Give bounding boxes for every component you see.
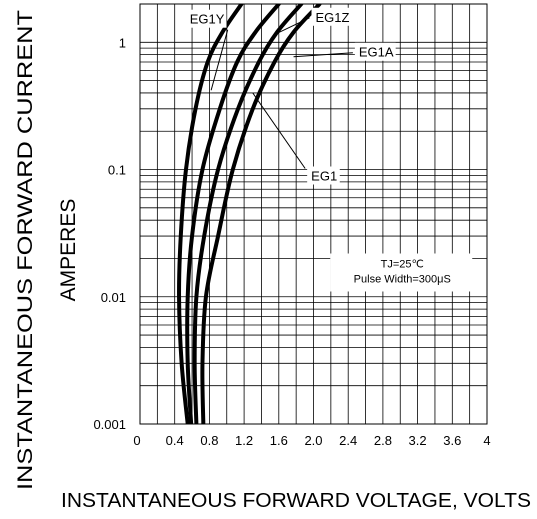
leader-line-eg1 <box>252 92 306 169</box>
x-tick-label: 3.6 <box>443 433 461 448</box>
leader-line-eg1a <box>293 52 353 58</box>
x-tick-label: 2.0 <box>304 433 322 448</box>
y-axis-title-line2: AMPERES <box>57 199 80 302</box>
series-label-eg1z: EG1Z <box>316 10 350 25</box>
y-tick-label: 0.001 <box>93 417 126 432</box>
pulse-width-condition-label: Pulse Width=300μS <box>354 274 451 286</box>
series-label-eg1a: EG1A <box>359 45 394 60</box>
series-label-background <box>354 42 396 61</box>
axis-tick-labels: 0 0.4 0.8 1.2 1.6 2.0 2.4 2.8 3.2 3.6 4 1 0.1 0.01 0.0… <box>93 35 490 448</box>
x-tick-label: 4 <box>483 433 490 448</box>
annotation-box: TJ=25℃ Pulse Width=300μS <box>330 253 473 292</box>
annotation-background <box>330 253 473 292</box>
x-tick-label: 2.8 <box>374 433 392 448</box>
leader-line-eg1z <box>274 17 310 36</box>
x-tick-label: 0.8 <box>200 433 218 448</box>
x-tick-label: 1.6 <box>270 433 288 448</box>
series-label-background <box>311 7 353 26</box>
temperature-condition-label: TJ=25℃ <box>381 259 424 271</box>
y-tick-label: 0.01 <box>101 290 126 305</box>
x-tick-label: 1.2 <box>235 433 253 448</box>
series-line-eg1y <box>177 4 244 424</box>
x-tick-label: 0.4 <box>166 433 184 448</box>
grid-lines <box>139 3 488 425</box>
series-label-eg1y: EG1Y <box>190 12 225 27</box>
series-label-eg1: EG1 <box>311 168 337 183</box>
y-tick-label: 1 <box>119 35 126 50</box>
series-line-eg1z <box>192 4 304 424</box>
y-tick-label: 0.1 <box>108 163 126 178</box>
series-line-eg1a <box>200 4 322 424</box>
x-tick-label: 2.4 <box>339 433 357 448</box>
x-tick-label: 3.2 <box>409 433 427 448</box>
series-label-background <box>307 166 340 185</box>
leader-line-eg1y <box>210 29 229 91</box>
series-group <box>177 4 322 424</box>
series-line-eg1 <box>185 4 281 424</box>
series-label-background <box>185 9 227 28</box>
series-labels: EG1Y EG1Z EG1A EG1 <box>185 7 396 185</box>
plot-frame <box>139 3 488 425</box>
x-axis-title: INSTANTANEOUS FORWARD VOLTAGE, VOLTS <box>61 490 531 512</box>
x-tick-label: 0 <box>133 433 140 448</box>
y-axis-title-line1: INSTANTANEOUS FORWARD CURRENT <box>14 10 37 490</box>
